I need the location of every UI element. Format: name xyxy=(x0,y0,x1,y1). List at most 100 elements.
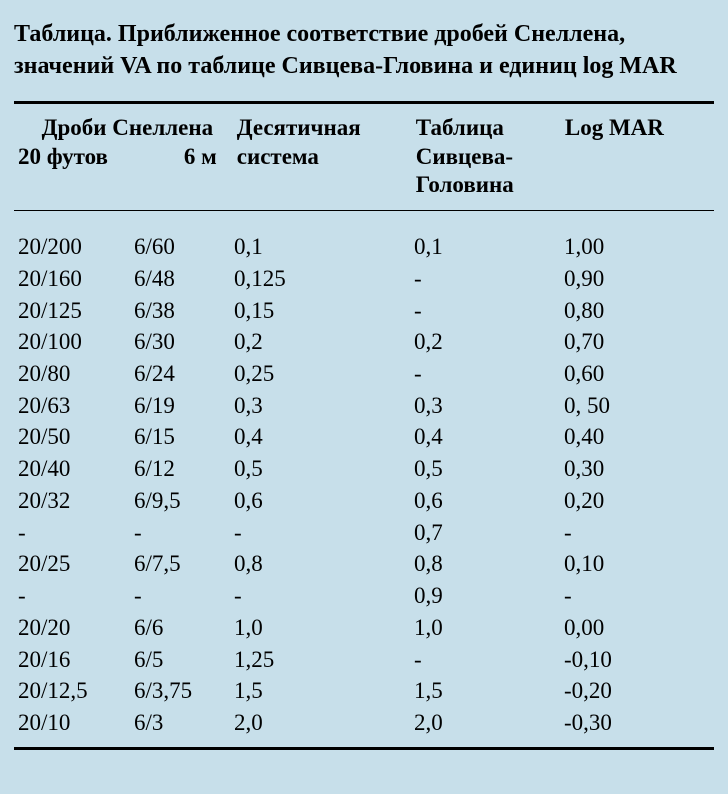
cell-c2: - xyxy=(134,580,234,612)
cell-c2: - xyxy=(134,517,234,549)
cell-c1: 20/80 xyxy=(14,358,134,390)
col-header-snellen-group: Дроби Снеллена 20 футов 6 м xyxy=(14,114,237,172)
cell-c5: - xyxy=(564,580,714,612)
cell-c2: 6/38 xyxy=(134,295,234,327)
cell-c5: 0,00 xyxy=(564,612,714,644)
cell-c3: - xyxy=(234,580,414,612)
cell-c5: 0,20 xyxy=(564,485,714,517)
table-title: Таблица. Приближенное соответствие дробе… xyxy=(14,18,714,83)
table-header-row: Дроби Снеллена 20 футов 6 м Десятичная с… xyxy=(14,104,714,210)
cell-c4: 1,5 xyxy=(414,675,564,707)
table-row: 20/1006/300,20,20,70 xyxy=(14,326,714,358)
cell-c5: 0,80 xyxy=(564,295,714,327)
cell-c4: 0,8 xyxy=(414,548,564,580)
cell-c4: 0,7 xyxy=(414,517,564,549)
table-row: 20/256/7,50,80,80,10 xyxy=(14,548,714,580)
cell-c3: 0,3 xyxy=(234,390,414,422)
cell-c5: 0,30 xyxy=(564,453,714,485)
cell-c3: 0,15 xyxy=(234,295,414,327)
cell-c1: 20/125 xyxy=(14,295,134,327)
cell-c5: 0,90 xyxy=(564,263,714,295)
table-row: ---0,7- xyxy=(14,517,714,549)
cell-c4: 0,6 xyxy=(414,485,564,517)
cell-c1: 20/50 xyxy=(14,421,134,453)
cell-c5: -0,10 xyxy=(564,644,714,676)
cell-c4: 0,1 xyxy=(414,231,564,263)
cell-c2: 6/30 xyxy=(134,326,234,358)
cell-c3: 0,25 xyxy=(234,358,414,390)
cell-c3: 1,5 xyxy=(234,675,414,707)
cell-c1: 20/10 xyxy=(14,707,134,739)
cell-c4: 0,5 xyxy=(414,453,564,485)
cell-c2: 6/3,75 xyxy=(134,675,234,707)
cell-c4: - xyxy=(414,263,564,295)
cell-c1: 20/20 xyxy=(14,612,134,644)
table-row: 20/326/9,50,60,60,20 xyxy=(14,485,714,517)
cell-c4: 0,4 xyxy=(414,421,564,453)
table-row: 20/106/32,02,0-0,30 xyxy=(14,707,714,739)
cell-c2: 6/5 xyxy=(134,644,234,676)
cell-c1: 20/25 xyxy=(14,548,134,580)
cell-c3: 1,0 xyxy=(234,612,414,644)
cell-c1: 20/32 xyxy=(14,485,134,517)
cell-c2: 6/7,5 xyxy=(134,548,234,580)
header-snellen-line1: Дроби Снеллена xyxy=(18,114,237,143)
cell-c1: 20/40 xyxy=(14,453,134,485)
cell-c2: 6/9,5 xyxy=(134,485,234,517)
cell-c3: 0,125 xyxy=(234,263,414,295)
cell-c4: 1,0 xyxy=(414,612,564,644)
cell-c2: 6/19 xyxy=(134,390,234,422)
cell-c1: 20/100 xyxy=(14,326,134,358)
cell-c1: 20/16 xyxy=(14,644,134,676)
table-row: 20/12,56/3,751,51,5-0,20 xyxy=(14,675,714,707)
cell-c2: 6/12 xyxy=(134,453,234,485)
header-snellen-sub-20ft: 20 футов xyxy=(18,143,108,172)
cell-c1: 20/12,5 xyxy=(14,675,134,707)
rule-bottom xyxy=(14,747,714,750)
cell-c4: - xyxy=(414,644,564,676)
col-header-decimal: Десятичная система xyxy=(237,114,416,172)
cell-c4: 0,3 xyxy=(414,390,564,422)
col-header-sivtsev: Таблица Сивцева-Головина xyxy=(416,114,565,200)
cell-c4: - xyxy=(414,295,564,327)
cell-c4: - xyxy=(414,358,564,390)
cell-c2: 6/3 xyxy=(134,707,234,739)
cell-c3: 0,2 xyxy=(234,326,414,358)
header-snellen-sub-6m: 6 м xyxy=(184,143,217,172)
table-row: 20/806/240,25-0,60 xyxy=(14,358,714,390)
cell-c5: - xyxy=(564,517,714,549)
cell-c1: 20/160 xyxy=(14,263,134,295)
cell-c3: 0,6 xyxy=(234,485,414,517)
cell-c3: 2,0 xyxy=(234,707,414,739)
cell-c4: 0,9 xyxy=(414,580,564,612)
cell-c2: 6/6 xyxy=(134,612,234,644)
cell-c3: 0,5 xyxy=(234,453,414,485)
cell-c3: 0,4 xyxy=(234,421,414,453)
cell-c5: 0,70 xyxy=(564,326,714,358)
table-row: 20/636/190,30,30, 50 xyxy=(14,390,714,422)
table-row: 20/1256/380,15-0,80 xyxy=(14,295,714,327)
cell-c3: 0,1 xyxy=(234,231,414,263)
cell-c2: 6/24 xyxy=(134,358,234,390)
cell-c5: 0, 50 xyxy=(564,390,714,422)
table-row: 20/1606/480,125-0,90 xyxy=(14,263,714,295)
table-row: 20/166/51,25--0,10 xyxy=(14,644,714,676)
col-header-logmar: Log MAR xyxy=(565,114,714,143)
cell-c2: 6/48 xyxy=(134,263,234,295)
cell-c5: 0,60 xyxy=(564,358,714,390)
cell-c3: 1,25 xyxy=(234,644,414,676)
cell-c3: - xyxy=(234,517,414,549)
table-row: 20/406/120,50,50,30 xyxy=(14,453,714,485)
cell-c1: 20/63 xyxy=(14,390,134,422)
cell-c1: - xyxy=(14,517,134,549)
cell-c5: 1,00 xyxy=(564,231,714,263)
table-row: ---0,9- xyxy=(14,580,714,612)
cell-c3: 0,8 xyxy=(234,548,414,580)
cell-c5: -0,20 xyxy=(564,675,714,707)
cell-c1: 20/200 xyxy=(14,231,134,263)
cell-c2: 6/60 xyxy=(134,231,234,263)
table-row: 20/506/150,40,40,40 xyxy=(14,421,714,453)
cell-c4: 2,0 xyxy=(414,707,564,739)
cell-c1: - xyxy=(14,580,134,612)
cell-c5: 0,10 xyxy=(564,548,714,580)
